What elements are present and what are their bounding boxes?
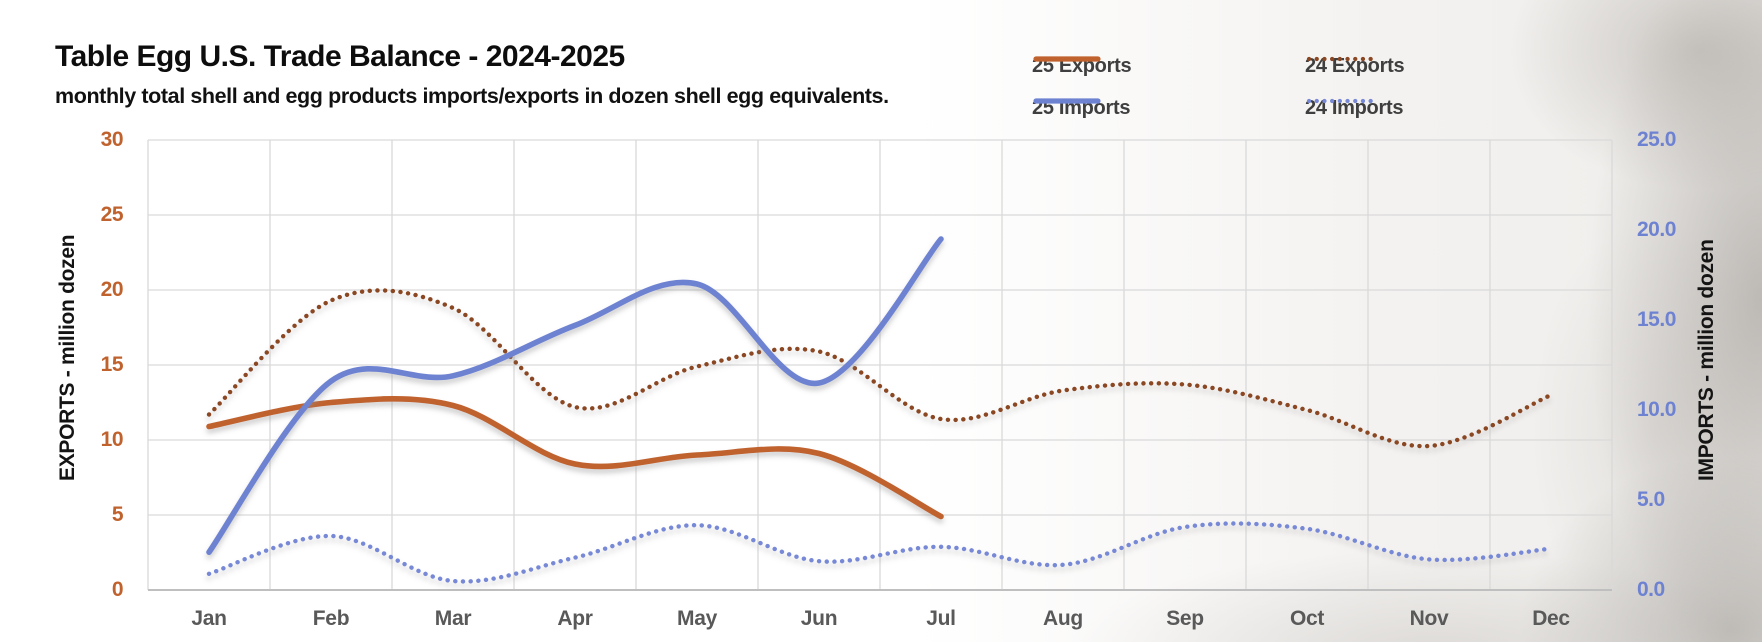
legend-label: 24 Exports	[1305, 54, 1405, 77]
chart-title: Table Egg U.S. Trade Balance - 2024-2025	[55, 40, 625, 73]
right-tick-10.0: 10.0	[1637, 398, 1676, 421]
left-tick-25: 25	[100, 203, 124, 226]
right-axis-title: IMPORTS - million dozen	[1695, 239, 1718, 481]
left-tick-10: 10	[100, 428, 124, 451]
series-25-imports	[206, 236, 944, 555]
series-24-imports	[206, 521, 1554, 584]
left-tick-15: 15	[100, 353, 124, 376]
series-24-exports	[206, 288, 1554, 449]
month-label-jun: Jun	[800, 607, 838, 630]
month-label-jul: Jul	[926, 607, 956, 630]
left-tick-5: 5	[111, 503, 124, 526]
legend-swatch-solid	[1033, 98, 1101, 104]
series-25-exports	[206, 396, 944, 520]
month-label-aug: Aug	[1043, 607, 1083, 630]
right-tick-20.0: 20.0	[1637, 218, 1676, 241]
legend-label: 24 Imports	[1305, 96, 1404, 119]
month-label-nov: Nov	[1409, 607, 1449, 630]
month-label-sep: Sep	[1166, 607, 1204, 630]
month-label-jan: Jan	[191, 607, 227, 630]
right-tick-5.0: 5.0	[1637, 488, 1665, 511]
legend-swatch-solid	[1033, 56, 1101, 62]
month-label-dec: Dec	[1532, 607, 1570, 630]
month-label-oct: Oct	[1289, 607, 1325, 630]
right-tick-25.0: 25.0	[1637, 128, 1676, 151]
month-label-may: May	[677, 607, 717, 630]
month-label-apr: Apr	[557, 607, 593, 630]
legend-item-25-exports: 25 Exports	[1032, 54, 1132, 78]
month-label-feb: Feb	[312, 607, 350, 630]
legend-swatch-dotted	[1306, 98, 1374, 104]
legend-swatch-dotted	[1306, 56, 1374, 62]
month-label-mar: Mar	[434, 607, 472, 630]
right-tick-0.0: 0.0	[1637, 578, 1665, 601]
right-tick-15.0: 15.0	[1637, 308, 1676, 331]
legend-item-24-exports: 24 Exports	[1305, 54, 1405, 78]
left-tick-20: 20	[100, 278, 124, 301]
left-tick-0: 0	[111, 578, 124, 601]
gridlines	[147, 139, 1613, 591]
legend-item-24-imports: 24 Imports	[1305, 96, 1403, 120]
chart-subtitle: monthly total shell and egg products imp…	[55, 84, 889, 108]
left-tick-30: 30	[100, 128, 124, 151]
legend-item-25-imports: 25 Imports	[1032, 96, 1130, 120]
